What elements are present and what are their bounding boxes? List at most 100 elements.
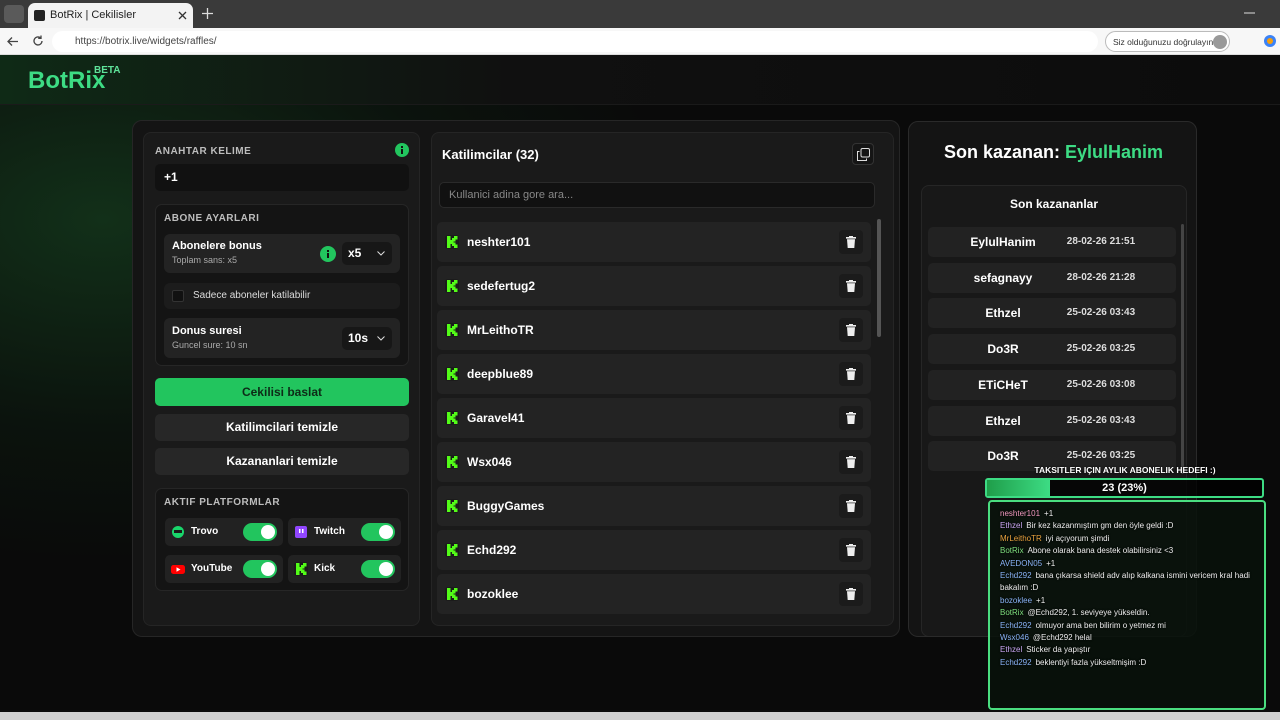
goal-bar: 23 (23%)	[985, 478, 1264, 498]
chat-message: bozoklee +1	[1000, 595, 1254, 607]
subscribers-only-row[interactable]: Sadece aboneler katilabilir	[164, 283, 400, 309]
winner-name: Do3R	[987, 342, 1019, 357]
copilot-icon[interactable]	[1263, 34, 1277, 48]
platform-icon	[294, 562, 308, 576]
chat-message: Ethzel Sticker da yapıştır	[1000, 644, 1254, 656]
back-button[interactable]	[7, 36, 19, 47]
search-input[interactable]: Kullanici adina gore ara...	[439, 182, 875, 208]
chat-message: Ethzel Bir kez kazanmıştım gm den öyle ge…	[1000, 520, 1254, 532]
winner-row: sefagnayy 28-02-26 21:28	[928, 262, 1176, 293]
delete-button[interactable]	[839, 318, 863, 342]
participant-name: deepblue89	[467, 367, 534, 381]
platform-name: YouTube	[191, 563, 233, 574]
chat-text: Abone olarak bana destek olabilirsiniz <…	[1027, 546, 1174, 556]
trash-icon	[846, 280, 856, 292]
delete-button[interactable]	[839, 274, 863, 298]
chat-text: olmuyor ama ben bilirim o yetmez mi	[1035, 620, 1166, 630]
platform-toggle[interactable]	[243, 523, 277, 541]
chat-text: +1	[1046, 558, 1056, 568]
scrollbar[interactable]	[877, 219, 881, 337]
chat-user: Wsx046	[1000, 633, 1029, 643]
clear-participants-button[interactable]: Katilimcilari temizle	[155, 414, 409, 441]
favicon	[34, 10, 45, 21]
trash-icon	[846, 500, 856, 512]
tab-menu[interactable]	[4, 5, 24, 23]
keyword-value: +1	[164, 170, 178, 184]
url-field[interactable]: https://botrix.live/widgets/raffles/	[52, 31, 1098, 52]
trash-icon	[846, 236, 856, 248]
clear-winners-button[interactable]: Kazananlari temizle	[155, 448, 409, 475]
profile-prompt: Siz olduğunuzu doğrulayın	[1113, 37, 1214, 47]
kick-icon	[445, 587, 459, 601]
winner-name: EylulHanim	[970, 235, 1036, 249]
delete-button[interactable]	[839, 362, 863, 386]
keyword-input[interactable]: +1	[155, 164, 409, 191]
toggle-knob	[379, 562, 393, 576]
platform-item: Twitch	[288, 518, 401, 546]
platform-name: Twitch	[314, 526, 345, 537]
chat-text: bana çıkarsa shield adv alıp kalkana ism…	[1000, 571, 1250, 593]
chat-user: Ethzel	[1000, 521, 1023, 531]
bonus-label: Abonelere bonus	[172, 240, 262, 252]
platform-item: Trovo	[165, 518, 283, 546]
winner-date: 25-02-26 03:43	[1066, 414, 1136, 426]
info-icon[interactable]	[395, 143, 409, 157]
winner-row: Do3R 25-02-26 03:25	[928, 441, 1176, 472]
delete-button[interactable]	[839, 494, 863, 518]
winner-name: ETiCHeT	[978, 377, 1028, 392]
platform-toggle[interactable]	[361, 523, 395, 541]
platform-toggle[interactable]	[361, 560, 395, 578]
start-button[interactable]: Cekilisi baslat	[155, 378, 409, 406]
chat-message: BotRix @Echd292, 1. seviyeye yükseldin.	[1000, 607, 1254, 619]
bonus-note: Toplam sans: x5	[172, 255, 238, 265]
bonus-row: Abonelere bonus Toplam sans: x5 x5	[164, 234, 400, 273]
reload-button[interactable]	[32, 35, 44, 47]
scrollbar[interactable]	[1181, 224, 1184, 474]
winner-row: Ethzel 25-02-26 03:43	[928, 298, 1176, 329]
winner-date: 28-02-26 21:28	[1066, 271, 1136, 283]
site-header: BotRix BETA	[0, 55, 1280, 105]
participant-name: Echd292	[467, 543, 517, 557]
bonus-select[interactable]: x5	[342, 242, 392, 265]
platform-toggle[interactable]	[243, 560, 277, 578]
delete-button[interactable]	[839, 230, 863, 254]
chat-user: Ethzel	[1000, 645, 1023, 655]
chat-user: bozoklee	[1000, 595, 1033, 605]
delete-button[interactable]	[839, 538, 863, 562]
chat-message: Echd292 beklentiyi fazla yükseltmişim :D	[1000, 657, 1254, 669]
winner-name: Ethzel	[985, 413, 1021, 428]
latest-winner-name: EylulHanim	[1065, 142, 1164, 162]
new-tab[interactable]	[202, 8, 213, 19]
logo[interactable]: BotRix	[28, 67, 106, 94]
chat-user: BotRix	[1000, 546, 1024, 556]
delete-button[interactable]	[839, 406, 863, 430]
delete-button[interactable]	[839, 582, 863, 606]
winner-row: EylulHanim 28-02-26 21:51	[928, 227, 1176, 257]
delete-button[interactable]	[839, 450, 863, 474]
chat-message: Echd292 olmuyor ama ben bilirim o yetmez …	[1000, 620, 1254, 632]
goal-title: TAKSITLER IÇIN AYLIK ABONELIK HEDEFI :)	[1034, 465, 1216, 475]
kick-icon	[445, 499, 459, 513]
minimize[interactable]	[1244, 12, 1255, 14]
checkbox[interactable]	[172, 290, 184, 302]
duration-select[interactable]: 10s	[342, 327, 392, 350]
active-tab[interactable]: BotRix | Cekilisler	[28, 3, 193, 28]
participant-row: Garavel41	[437, 398, 871, 438]
search-placeholder: Kullanici adina gore ara...	[449, 189, 574, 201]
participant-row: Echd292	[437, 530, 871, 570]
kick-icon	[445, 455, 459, 469]
subscribers-only-label: Sadece aboneler katilabilir	[193, 290, 311, 301]
duration-note: Guncel sure: 10 sn	[172, 340, 248, 350]
winner-date: 25-02-26 03:25	[1066, 450, 1136, 462]
participant-list: neshter101 sedefertug2 MrLeithoTR deepblue8…	[437, 222, 871, 625]
winner-date: 28-02-26 21:51	[1066, 236, 1136, 247]
participant-row: neshter101	[437, 222, 871, 262]
bonus-value: x5	[348, 246, 362, 260]
info-icon[interactable]	[320, 246, 336, 262]
profile-button[interactable]: Siz olduğunuzu doğrulayın	[1105, 31, 1230, 52]
tab-close[interactable]	[178, 11, 187, 20]
participant-row: MrLeithoTR	[437, 310, 871, 350]
chat-text: beklentiyi fazla yükseltmişim :D	[1035, 657, 1147, 667]
copy-button[interactable]	[852, 143, 874, 165]
